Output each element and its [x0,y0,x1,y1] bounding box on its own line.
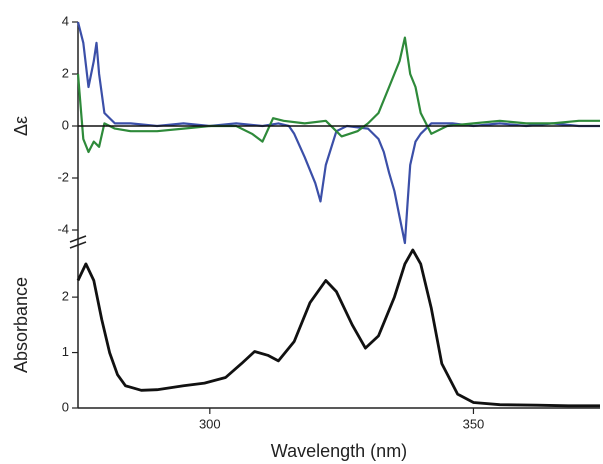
y-tick-label: 0 [62,117,69,132]
data-line [76,21,600,245]
x-tick-label: 300 [199,416,221,431]
x-tick-label: 350 [463,416,485,431]
y-tick-label: 4 [62,13,69,28]
y-axis-title: Δε [11,116,31,136]
y-tick-label: -4 [57,221,69,236]
x-axis-title: Wavelength (nm) [271,441,407,461]
y-tick-label: 2 [62,65,69,80]
y-tick-label: 0 [62,399,69,414]
axis-break [69,235,87,243]
y-tick-label: 2 [62,289,69,304]
data-line [76,248,600,408]
y-axis-title: Absorbance [11,277,31,373]
y-tick-label: -2 [57,169,69,184]
data-line [76,36,600,154]
axis-break [69,241,87,249]
y-tick-label: 1 [62,344,69,359]
